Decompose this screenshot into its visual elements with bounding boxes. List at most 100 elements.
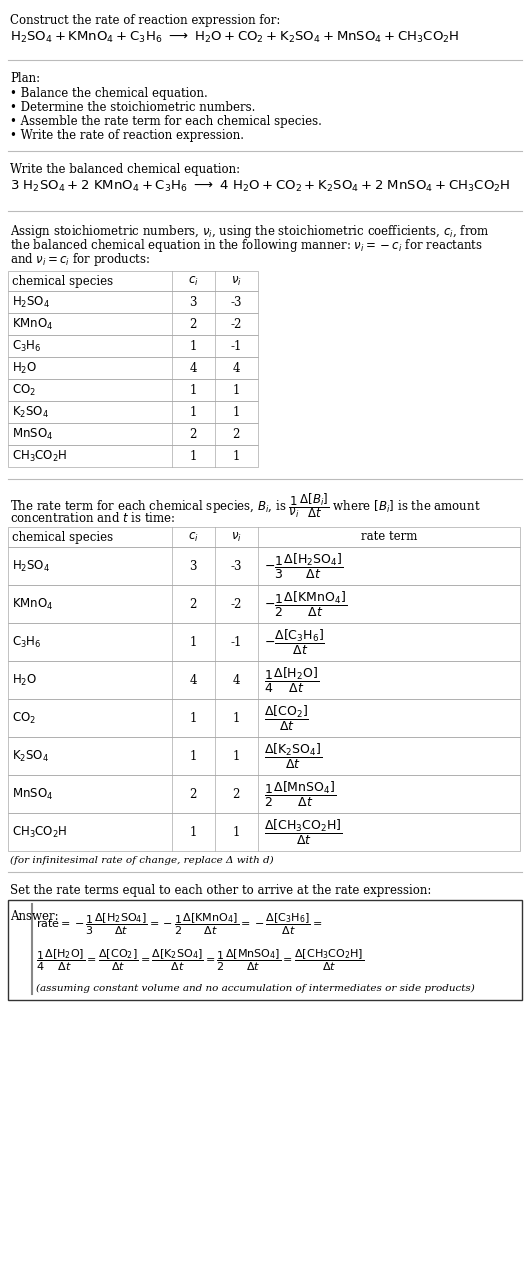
Text: 1: 1	[232, 383, 240, 396]
Text: $\mathrm{KMnO_4}$: $\mathrm{KMnO_4}$	[12, 317, 54, 331]
Bar	[8, 423, 258, 445]
Text: $\mathrm{KMnO_4}$: $\mathrm{KMnO_4}$	[12, 597, 54, 612]
Text: -1: -1	[231, 340, 242, 353]
Text: 1: 1	[189, 749, 197, 763]
Bar	[8, 445, 258, 466]
Text: 1: 1	[232, 450, 240, 463]
Text: $\mathrm{H_2O}$: $\mathrm{H_2O}$	[12, 672, 37, 688]
Text: $c_i$: $c_i$	[188, 275, 198, 288]
Text: $\mathrm{K_2SO_4}$: $\mathrm{K_2SO_4}$	[12, 749, 49, 763]
Text: $\mathrm{CH_3CO_2H}$: $\mathrm{CH_3CO_2H}$	[12, 449, 67, 464]
Text: $\dfrac{\Delta[\mathrm{CO_2}]}{\Delta t}$: $\dfrac{\Delta[\mathrm{CO_2}]}{\Delta t}…	[264, 703, 309, 732]
Text: $\mathrm{3\ H_2SO_4 + 2\ KMnO_4 + C_3H_6\ \longrightarrow\ 4\ H_2O + CO_2 + K_2S: $\mathrm{3\ H_2SO_4 + 2\ KMnO_4 + C_3H_6…	[10, 179, 510, 194]
Text: • Assemble the rate term for each chemical species.: • Assemble the rate term for each chemic…	[10, 115, 322, 128]
Text: $-\dfrac{1}{2}\dfrac{\Delta[\mathrm{KMnO_4}]}{\Delta t}$: $-\dfrac{1}{2}\dfrac{\Delta[\mathrm{KMnO…	[264, 589, 347, 619]
Text: $\mathrm{H_2SO_4 + KMnO_4 + C_3H_6\ \longrightarrow\ H_2O + CO_2 + K_2SO_4 + MnS: $\mathrm{H_2SO_4 + KMnO_4 + C_3H_6\ \lon…	[10, 29, 460, 45]
Text: • Balance the chemical equation.: • Balance the chemical equation.	[10, 87, 208, 100]
Text: -2: -2	[231, 317, 242, 331]
Text: The rate term for each chemical species, $B_i$, is $\dfrac{1}{\nu_i}\dfrac{\Delt: The rate term for each chemical species,…	[10, 491, 481, 520]
Text: $\dfrac{1}{2}\dfrac{\Delta[\mathrm{MnSO_4}]}{\Delta t}$: $\dfrac{1}{2}\dfrac{\Delta[\mathrm{MnSO_…	[264, 780, 337, 809]
Text: 1: 1	[232, 405, 240, 418]
Text: $-\dfrac{1}{3}\dfrac{\Delta[\mathrm{H_2SO_4}]}{\Delta t}$: $-\dfrac{1}{3}\dfrac{\Delta[\mathrm{H_2S…	[264, 552, 343, 580]
Text: -3: -3	[230, 295, 242, 308]
Bar	[8, 813, 520, 851]
Text: rate term: rate term	[361, 530, 417, 543]
Bar	[8, 774, 520, 813]
Bar	[8, 737, 520, 774]
Text: Assign stoichiometric numbers, $\nu_i$, using the stoichiometric coefficients, $: Assign stoichiometric numbers, $\nu_i$, …	[10, 222, 490, 240]
Text: (assuming constant volume and no accumulation of intermediates or side products): (assuming constant volume and no accumul…	[36, 984, 475, 993]
Text: • Write the rate of reaction expression.: • Write the rate of reaction expression.	[10, 129, 244, 142]
Text: $\dfrac{1}{4}\dfrac{\Delta[\mathrm{H_2O}]}{\Delta t}$: $\dfrac{1}{4}\dfrac{\Delta[\mathrm{H_2O}…	[264, 666, 319, 694]
Text: 1: 1	[232, 826, 240, 838]
Text: 1: 1	[189, 405, 197, 418]
Bar	[8, 547, 520, 585]
Text: $\mathrm{MnSO_4}$: $\mathrm{MnSO_4}$	[12, 427, 53, 442]
Text: $\dfrac{1}{4}\dfrac{\Delta[\mathrm{H_2O}]}{\Delta t} = \dfrac{\Delta[\mathrm{CO_: $\dfrac{1}{4}\dfrac{\Delta[\mathrm{H_2O}…	[36, 948, 364, 974]
Text: -3: -3	[230, 560, 242, 573]
Text: Set the rate terms equal to each other to arrive at the rate expression:: Set the rate terms equal to each other t…	[10, 884, 431, 897]
Text: 4: 4	[232, 362, 240, 374]
Bar	[8, 335, 258, 357]
Text: 2: 2	[232, 428, 240, 441]
Text: 4: 4	[189, 362, 197, 374]
Text: Construct the rate of reaction expression for:: Construct the rate of reaction expressio…	[10, 14, 280, 27]
Text: Write the balanced chemical equation:: Write the balanced chemical equation:	[10, 164, 240, 176]
Bar	[8, 271, 258, 291]
Text: $\mathrm{C_3H_6}$: $\mathrm{C_3H_6}$	[12, 634, 42, 649]
Text: chemical species: chemical species	[12, 275, 113, 288]
Text: 1: 1	[189, 635, 197, 648]
Text: $\mathrm{MnSO_4}$: $\mathrm{MnSO_4}$	[12, 786, 53, 801]
Text: $-\dfrac{\Delta[\mathrm{C_3H_6}]}{\Delta t}$: $-\dfrac{\Delta[\mathrm{C_3H_6}]}{\Delta…	[264, 627, 325, 657]
Text: $\mathrm{CH_3CO_2H}$: $\mathrm{CH_3CO_2H}$	[12, 824, 67, 840]
Text: $\dfrac{\Delta[\mathrm{CH_3CO_2H}]}{\Delta t}$: $\dfrac{\Delta[\mathrm{CH_3CO_2H}]}{\Del…	[264, 818, 342, 846]
Text: 1: 1	[232, 749, 240, 763]
Bar	[8, 313, 258, 335]
Text: $\mathrm{CO_2}$: $\mathrm{CO_2}$	[12, 711, 36, 726]
Text: $\nu_i$: $\nu_i$	[231, 530, 241, 543]
Bar	[8, 291, 258, 313]
Text: 1: 1	[189, 826, 197, 838]
Text: 4: 4	[232, 674, 240, 686]
Text: $\mathrm{H_2SO_4}$: $\mathrm{H_2SO_4}$	[12, 558, 50, 574]
Text: chemical species: chemical species	[12, 530, 113, 543]
Text: the balanced chemical equation in the following manner: $\nu_i = -c_i$ for react: the balanced chemical equation in the fo…	[10, 236, 483, 254]
Text: Answer:: Answer:	[10, 910, 59, 923]
Text: $\mathrm{C_3H_6}$: $\mathrm{C_3H_6}$	[12, 339, 42, 354]
Text: -1: -1	[231, 635, 242, 648]
Text: Plan:: Plan:	[10, 72, 40, 86]
Text: (for infinitesimal rate of change, replace Δ with d): (for infinitesimal rate of change, repla…	[10, 856, 273, 865]
Text: $\mathrm{rate} = -\dfrac{1}{3}\dfrac{\Delta[\mathrm{H_2SO_4}]}{\Delta t} = -\dfr: $\mathrm{rate} = -\dfrac{1}{3}\dfrac{\De…	[36, 912, 323, 938]
Text: 1: 1	[189, 340, 197, 353]
Text: 2: 2	[189, 317, 197, 331]
Text: $\dfrac{\Delta[\mathrm{K_2SO_4}]}{\Delta t}$: $\dfrac{\Delta[\mathrm{K_2SO_4}]}{\Delta…	[264, 741, 322, 771]
Text: and $\nu_i = c_i$ for products:: and $\nu_i = c_i$ for products:	[10, 250, 151, 268]
Text: 1: 1	[189, 450, 197, 463]
Text: 3: 3	[189, 560, 197, 573]
Text: $\mathrm{K_2SO_4}$: $\mathrm{K_2SO_4}$	[12, 404, 49, 419]
Bar	[8, 699, 520, 737]
Text: 1: 1	[232, 712, 240, 725]
Text: 3: 3	[189, 295, 197, 308]
Bar	[8, 661, 520, 699]
Text: • Determine the stoichiometric numbers.: • Determine the stoichiometric numbers.	[10, 101, 255, 114]
Bar	[8, 357, 258, 380]
Text: $\mathrm{H_2O}$: $\mathrm{H_2O}$	[12, 360, 37, 376]
Text: 2: 2	[189, 787, 197, 800]
Bar	[8, 527, 520, 547]
Text: -2: -2	[231, 598, 242, 611]
Text: 2: 2	[232, 787, 240, 800]
Text: 2: 2	[189, 428, 197, 441]
Text: $\mathrm{H_2SO_4}$: $\mathrm{H_2SO_4}$	[12, 294, 50, 309]
Text: concentration and $t$ is time:: concentration and $t$ is time:	[10, 511, 175, 525]
Text: $c_i$: $c_i$	[188, 530, 198, 543]
Text: 1: 1	[189, 712, 197, 725]
Text: 2: 2	[189, 598, 197, 611]
Bar	[8, 380, 258, 401]
Text: 1: 1	[189, 383, 197, 396]
Text: $\mathrm{CO_2}$: $\mathrm{CO_2}$	[12, 382, 36, 397]
Text: 4: 4	[189, 674, 197, 686]
Text: $\nu_i$: $\nu_i$	[231, 275, 241, 288]
Bar	[8, 401, 258, 423]
Bar	[8, 585, 520, 622]
